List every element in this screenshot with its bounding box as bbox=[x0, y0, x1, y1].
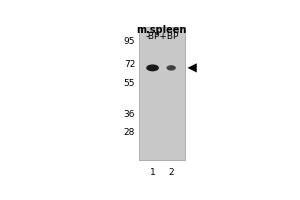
Text: 55: 55 bbox=[124, 79, 135, 88]
Text: 1: 1 bbox=[150, 168, 155, 177]
Text: 36: 36 bbox=[124, 110, 135, 119]
Text: 95: 95 bbox=[124, 37, 135, 46]
Text: 72: 72 bbox=[124, 60, 135, 69]
Text: 2: 2 bbox=[168, 168, 174, 177]
Ellipse shape bbox=[146, 64, 159, 71]
Text: 28: 28 bbox=[124, 128, 135, 137]
Bar bbox=[139, 27, 185, 160]
Text: m.spleen: m.spleen bbox=[137, 25, 187, 35]
Text: -BP+BP: -BP+BP bbox=[145, 32, 178, 41]
Ellipse shape bbox=[167, 65, 176, 71]
Polygon shape bbox=[188, 63, 197, 73]
